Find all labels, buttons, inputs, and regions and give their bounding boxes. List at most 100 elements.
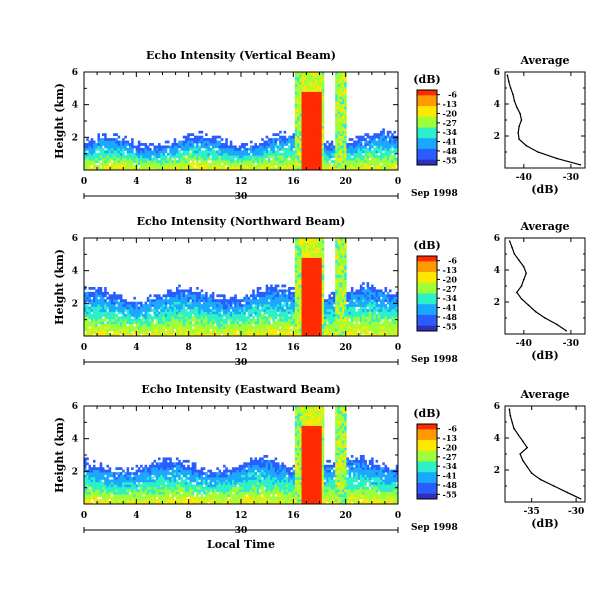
heatmap-cell: [218, 333, 222, 337]
heatmap-cell: [142, 304, 145, 307]
heatmap-cell: [122, 304, 125, 307]
heatmap-cell: [310, 147, 314, 151]
heatmap-cell: [353, 167, 356, 171]
heatmap-cell: [339, 140, 343, 144]
heatmap-cell: [386, 140, 390, 144]
heatmap-cell: [281, 299, 284, 302]
heatmap-cell: [317, 304, 320, 307]
heatmap-cell: [389, 140, 392, 144]
heatmap-cell: [297, 252, 300, 256]
heatmap-cell: [191, 150, 195, 154]
heatmap-cell: [389, 162, 392, 166]
heatmap-cell: [243, 167, 246, 171]
heatmap-cell: [211, 294, 215, 298]
heatmap-cell: [362, 138, 365, 141]
heatmap-cell: [310, 267, 314, 271]
heatmap-cell: [243, 331, 246, 334]
heatmap-cell: [346, 165, 349, 168]
heatmap-cell: [321, 284, 325, 288]
heatmap-cell: [337, 282, 340, 285]
heatmap-cell: [315, 255, 318, 258]
heatmap-cell: [348, 311, 352, 315]
heatmap-cell: [232, 296, 235, 300]
heatmap-cell: [335, 165, 338, 168]
heatmap-cell: [283, 162, 287, 166]
heatmap-cell: [297, 277, 300, 280]
heatmap-cell: [209, 299, 213, 302]
heatmap-cell: [362, 150, 365, 154]
heatmap-cell: [200, 313, 204, 317]
heatmap-cell: [207, 140, 210, 144]
heatmap-cell: [164, 150, 168, 154]
heatmap-cell: [180, 296, 183, 300]
heatmap-cell: [303, 321, 307, 325]
heatmap-cell: [290, 311, 293, 315]
heatmap-cell: [104, 304, 107, 307]
heatmap-cell: [391, 162, 394, 166]
heatmap-cell: [232, 323, 235, 327]
heatmap-cell: [353, 140, 356, 144]
heatmap-cell: [254, 318, 257, 322]
heatmap-cell: [306, 147, 309, 151]
heatmap-cell: [155, 318, 159, 322]
heatmap-cell: [133, 165, 136, 168]
heatmap-cell: [375, 133, 379, 136]
heatmap-cell: [128, 160, 132, 163]
heatmap-cell: [119, 328, 123, 332]
heatmap-cell: [180, 316, 183, 320]
heatmap-cell: [166, 318, 170, 322]
heatmap-cell: [198, 323, 201, 327]
heatmap-cell: [232, 147, 235, 151]
heatmap-cell: [290, 145, 293, 149]
heatmap-cell: [297, 238, 300, 241]
heatmap-cell: [229, 162, 233, 166]
colorbar-swatch: [417, 138, 437, 140]
heatmap-cell: [256, 311, 260, 315]
heatmap-cell: [113, 138, 116, 141]
heatmap-cell: [180, 167, 183, 171]
heatmap-cell: [297, 299, 300, 302]
heatmap-cell: [153, 294, 157, 298]
heatmap-cell: [113, 157, 116, 161]
heatmap-cell: [99, 311, 103, 315]
heatmap-cell: [270, 309, 273, 312]
heatmap-cell: [142, 318, 145, 322]
heatmap-cell: [189, 304, 192, 307]
heatmap-cell: [124, 162, 127, 166]
heatmap-cell: [335, 267, 338, 271]
heatmap-cell: [362, 162, 365, 166]
heatmap-cell: [303, 267, 307, 271]
heatmap-cell: [95, 333, 98, 337]
heatmap-cell: [274, 316, 278, 320]
heatmap-cell: [294, 106, 298, 110]
heatmap-cell: [86, 155, 89, 159]
heatmap-cell: [308, 299, 311, 302]
heatmap-cell: [160, 326, 163, 329]
heatmap-cell: [155, 323, 159, 327]
heatmap-cell: [306, 267, 309, 271]
heatmap-cell: [317, 289, 320, 293]
heatmap-cell: [299, 247, 302, 251]
heatmap-cell: [375, 306, 379, 310]
heatmap-cell: [377, 157, 381, 161]
heatmap-cell: [236, 299, 240, 302]
heatmap-cell: [92, 311, 96, 315]
heatmap-cell: [254, 294, 257, 298]
heatmap-cell: [207, 313, 210, 317]
heatmap-cell: [119, 167, 123, 171]
heatmap-cell: [292, 294, 296, 298]
heatmap-cell: [198, 140, 201, 144]
heatmap-cell: [158, 165, 161, 168]
heatmap-cell: [306, 152, 309, 156]
heatmap-cell: [353, 313, 356, 317]
heatmap-cell: [90, 323, 94, 327]
heatmap-cell: [344, 86, 347, 90]
heatmap-cell: [218, 299, 222, 302]
heatmap-cell: [249, 157, 253, 161]
heatmap-cell: [158, 155, 161, 159]
heatmap-cell: [332, 162, 336, 166]
heatmap-cell: [335, 140, 338, 144]
heatmap-cell: [306, 301, 309, 305]
heatmap-cell: [317, 101, 320, 105]
heatmap-cell: [95, 157, 98, 161]
